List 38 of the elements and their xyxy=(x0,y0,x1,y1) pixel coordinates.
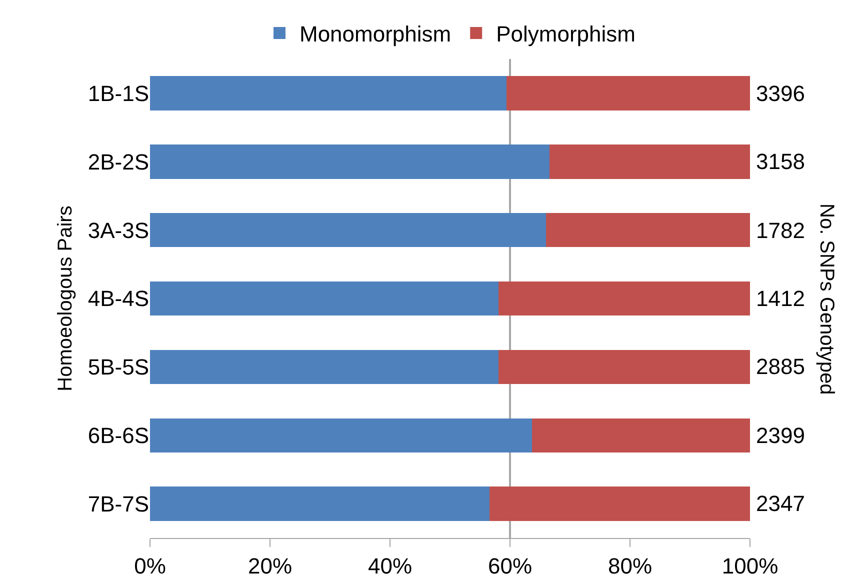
y-tick-label: 1B-1S xyxy=(88,80,149,106)
x-tick-label: 0% xyxy=(134,553,166,578)
y-tick-label: 4B-4S xyxy=(88,286,149,312)
y2-axis-title: No. SNPs Genotyped xyxy=(816,204,838,395)
y-tick-label: 3A-3S xyxy=(88,218,149,243)
bar xyxy=(150,350,499,384)
x-tick-label: 20% xyxy=(248,553,292,578)
text: 1412 xyxy=(756,286,805,311)
y-tick-label: 5B-5S xyxy=(88,354,149,380)
text: 2399 xyxy=(756,423,805,448)
bar xyxy=(150,418,532,452)
y-tick-label: 6B-6S xyxy=(88,423,149,448)
bar xyxy=(550,144,750,179)
legend-label: Monomorphism xyxy=(300,22,452,47)
legend-label: Polymorphism xyxy=(496,22,636,47)
bar xyxy=(150,144,550,179)
bar xyxy=(490,486,750,521)
x-tick-label: 100% xyxy=(722,553,778,578)
text: 1782 xyxy=(756,218,805,243)
text: 3396 xyxy=(756,81,805,106)
bar xyxy=(506,76,750,110)
y-axis-title: Homoeologous Pairs xyxy=(54,206,76,392)
bar xyxy=(150,281,499,316)
x-tick-label: 60% xyxy=(488,553,532,578)
text: 2347 xyxy=(756,491,805,516)
x-tick-label: 40% xyxy=(368,553,412,578)
y-tick-label: 2B-2S xyxy=(88,149,149,174)
bar xyxy=(532,418,750,452)
bar xyxy=(498,281,750,316)
text: 2885 xyxy=(756,354,805,379)
bar xyxy=(150,486,490,521)
x-tick-label: 80% xyxy=(608,553,652,578)
text: 3158 xyxy=(756,149,805,174)
y-tick-label: 7B-7S xyxy=(88,491,149,516)
bar xyxy=(150,76,506,110)
bar xyxy=(498,350,750,384)
bar xyxy=(546,212,750,248)
bar xyxy=(150,212,546,248)
